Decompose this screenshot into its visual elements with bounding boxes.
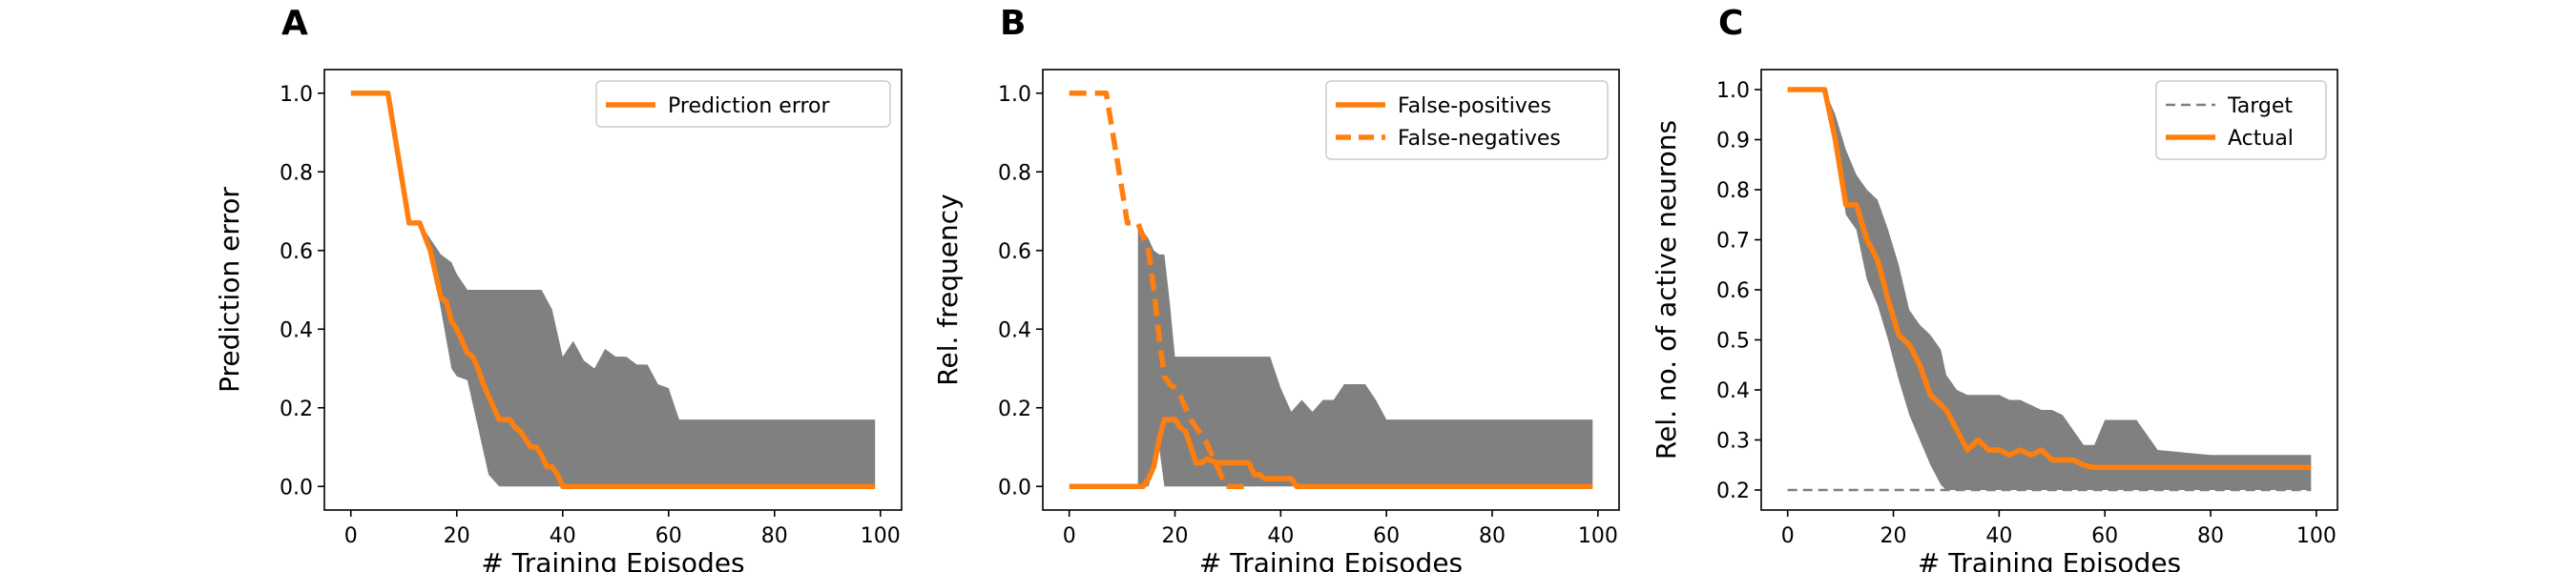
- x-tick-label: 0: [344, 524, 358, 548]
- x-tick-label: 0: [1781, 524, 1795, 548]
- range-band: [350, 92, 876, 487]
- panel-c: C 0 20 40 60 80 100 0.2 0.3 0.4 0.5 0.6 0.7 0.8 0.9 1.0…: [1651, 4, 2338, 572]
- panel-b: B 0 20 40 60 80 100 0.0 0.2 0.4 0.6 0.8 1.0 # Trainin…: [932, 4, 1620, 572]
- legend-label: False-positives: [1398, 94, 1551, 118]
- legend-box: [1325, 80, 1609, 160]
- x-tick-label: 40: [1985, 524, 2012, 548]
- y-tick-label: 0.8: [998, 161, 1031, 185]
- x-axis-label: # Training Episodes: [1918, 547, 2181, 572]
- y-tick-label: 0.6: [280, 240, 313, 264]
- y-tick-label: 1.0: [1716, 79, 1750, 103]
- series-line-false-positives: [1069, 417, 1593, 490]
- legend-label: Prediction error: [668, 94, 830, 118]
- x-tick-label: 20: [1162, 524, 1189, 548]
- x-axis-label: # Training Episodes: [481, 547, 744, 572]
- y-axis-label: Prediction error: [214, 187, 245, 393]
- x-tick-label: 20: [444, 524, 470, 548]
- y-axis-label: Rel. frequency: [932, 194, 964, 385]
- legend-box: [595, 80, 891, 128]
- legend: Prediction error: [595, 80, 891, 128]
- y-tick-label: 1.0: [280, 83, 313, 107]
- x-tick-label: 0: [1063, 524, 1076, 548]
- series-line-prediction-error: [350, 91, 876, 490]
- axes-frame: [1042, 69, 1620, 511]
- x-tick-label: 60: [655, 524, 682, 548]
- x-tick-label: 40: [550, 524, 576, 548]
- x-tick-label: 60: [2091, 524, 2118, 548]
- y-tick-label: 0.2: [280, 398, 313, 421]
- legend-label: Target: [2227, 94, 2293, 118]
- y-tick-label: 0.7: [1716, 230, 1750, 254]
- y-tick-label: 0.0: [280, 476, 313, 500]
- y-tick-label: 0.4: [998, 318, 1031, 342]
- y-tick-label: 0.5: [1716, 330, 1750, 354]
- series-line-false-negatives: [1069, 91, 1244, 490]
- y-tick-label: 0.4: [280, 318, 313, 342]
- series-line-actual: [1787, 87, 2312, 471]
- y-tick-label: 0.4: [1716, 379, 1750, 403]
- legend: False-positives False-negatives: [1325, 80, 1609, 160]
- x-tick-label: 20: [1880, 524, 1907, 548]
- y-tick-label: 0.6: [998, 240, 1031, 264]
- y-tick-label: 0.2: [998, 398, 1031, 421]
- panel-letter: A: [281, 4, 308, 43]
- legend: Target Actual: [2155, 80, 2327, 160]
- y-tick-label: 1.0: [998, 83, 1031, 107]
- y-tick-label: 0.0: [998, 476, 1031, 500]
- legend-label: Actual: [2228, 127, 2294, 151]
- panel-letter: B: [1000, 4, 1026, 43]
- x-tick-label: 100: [861, 524, 901, 548]
- legend-label: False-negatives: [1398, 127, 1561, 151]
- axes-frame: [323, 69, 903, 511]
- y-tick-label: 0.8: [1716, 179, 1750, 203]
- x-tick-label: 60: [1373, 524, 1400, 548]
- panel-letter: C: [1718, 4, 1743, 43]
- y-tick-label: 0.6: [1716, 279, 1750, 303]
- y-tick-label: 0.3: [1716, 430, 1750, 454]
- x-tick-label: 40: [1267, 524, 1294, 548]
- x-tick-label: 80: [1479, 524, 1506, 548]
- range-band: [1787, 90, 2312, 490]
- panel-a: A 0 20 40 60 80 100 0.0 0.2 0.4 0.6 0.8 1.0 # Trainin…: [214, 4, 903, 572]
- y-axis-label: Rel. no. of active neurons: [1651, 120, 1682, 460]
- y-tick-label: 0.2: [1716, 480, 1750, 503]
- x-axis-label: # Training Episodes: [1199, 547, 1463, 572]
- y-tick-label: 0.8: [280, 161, 313, 185]
- x-tick-label: 80: [761, 524, 788, 548]
- x-tick-label: 80: [2197, 524, 2224, 548]
- range-band: [1137, 222, 1593, 487]
- y-tick-label: 0.9: [1716, 130, 1750, 153]
- x-tick-label: 100: [1578, 524, 1618, 548]
- x-tick-label: 100: [2296, 524, 2337, 548]
